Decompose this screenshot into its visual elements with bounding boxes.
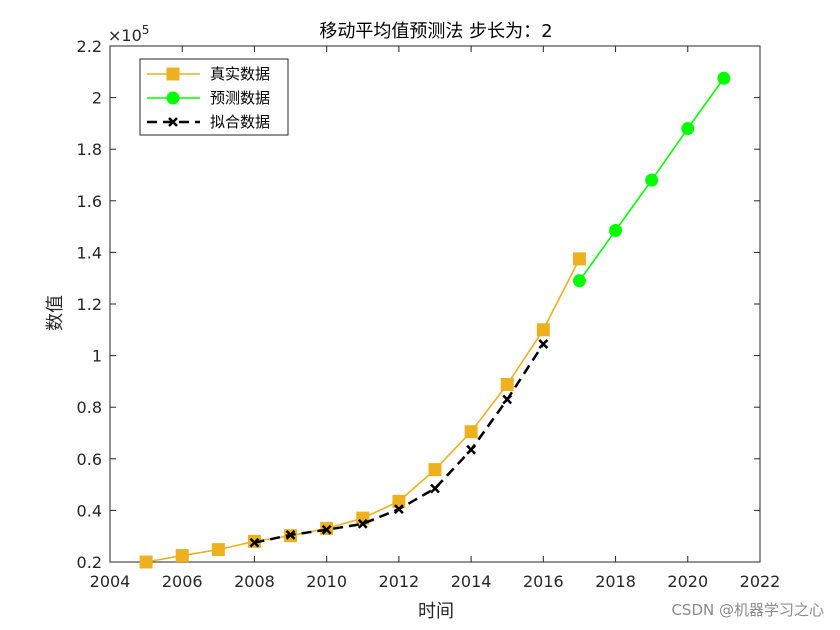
legend-label: 预测数据 — [210, 89, 270, 107]
x-tick-label: 2010 — [306, 572, 347, 591]
chart-title: 移动平均值预测法 步长为：2 — [319, 21, 552, 42]
x-tick-label: 2006 — [162, 572, 203, 591]
data-point — [501, 378, 513, 390]
data-point — [573, 275, 585, 287]
data-point — [212, 544, 224, 556]
chart: 移动平均值预测法 步长为：2 时间 数值 ×105 2004 2006 2008 20… — [0, 0, 840, 630]
legend-marker — [167, 68, 179, 80]
y-tick-label: 1.4 — [77, 243, 102, 262]
y-tick-label: 1 — [92, 347, 102, 366]
data-point — [610, 224, 622, 236]
y-exponent-base: ×10 — [108, 26, 142, 45]
y-tick-label: 0.6 — [77, 450, 102, 469]
data-point — [176, 550, 188, 562]
x-tick-label: 2004 — [90, 572, 131, 591]
x-tick-label: 2014 — [451, 572, 492, 591]
svg-text:×105: ×105 — [108, 23, 149, 45]
legend-label: 拟合数据 — [210, 113, 270, 131]
legend-label: 真实数据 — [210, 65, 270, 83]
x-tick-label: 2018 — [595, 572, 636, 591]
data-point — [718, 72, 730, 84]
x-tick-label: 2020 — [667, 572, 708, 591]
data-point — [537, 324, 549, 336]
x-tick-label: 2008 — [234, 572, 275, 591]
y-exponent-power: 5 — [142, 23, 150, 37]
y-tick-label: 1.6 — [77, 192, 102, 211]
y-tick-label: 2 — [92, 89, 102, 108]
y-axis-label: 数值 — [45, 295, 66, 331]
y-tick-label: 1.2 — [77, 295, 102, 314]
data-point — [140, 556, 152, 568]
x-tick-label: 2016 — [523, 572, 564, 591]
x-tick-label: 2012 — [379, 572, 420, 591]
y-tick-label: 0.8 — [77, 398, 102, 417]
x-tick-label: 2022 — [740, 572, 781, 591]
y-tick-label: 0.2 — [77, 553, 102, 572]
x-axis-label: 时间 — [418, 601, 454, 622]
data-point — [465, 426, 477, 438]
watermark: CSDN @机器学习之心 — [671, 599, 824, 620]
y-tick-label: 0.4 — [77, 501, 102, 520]
data-point — [682, 123, 694, 135]
legend-marker — [167, 92, 179, 104]
y-tick-label: 1.8 — [77, 140, 102, 159]
y-tick-label: 2.2 — [77, 37, 102, 56]
data-point — [646, 174, 658, 186]
data-point — [573, 253, 585, 265]
data-point — [429, 464, 441, 476]
y-axis-exponent: ×105 — [108, 23, 149, 45]
